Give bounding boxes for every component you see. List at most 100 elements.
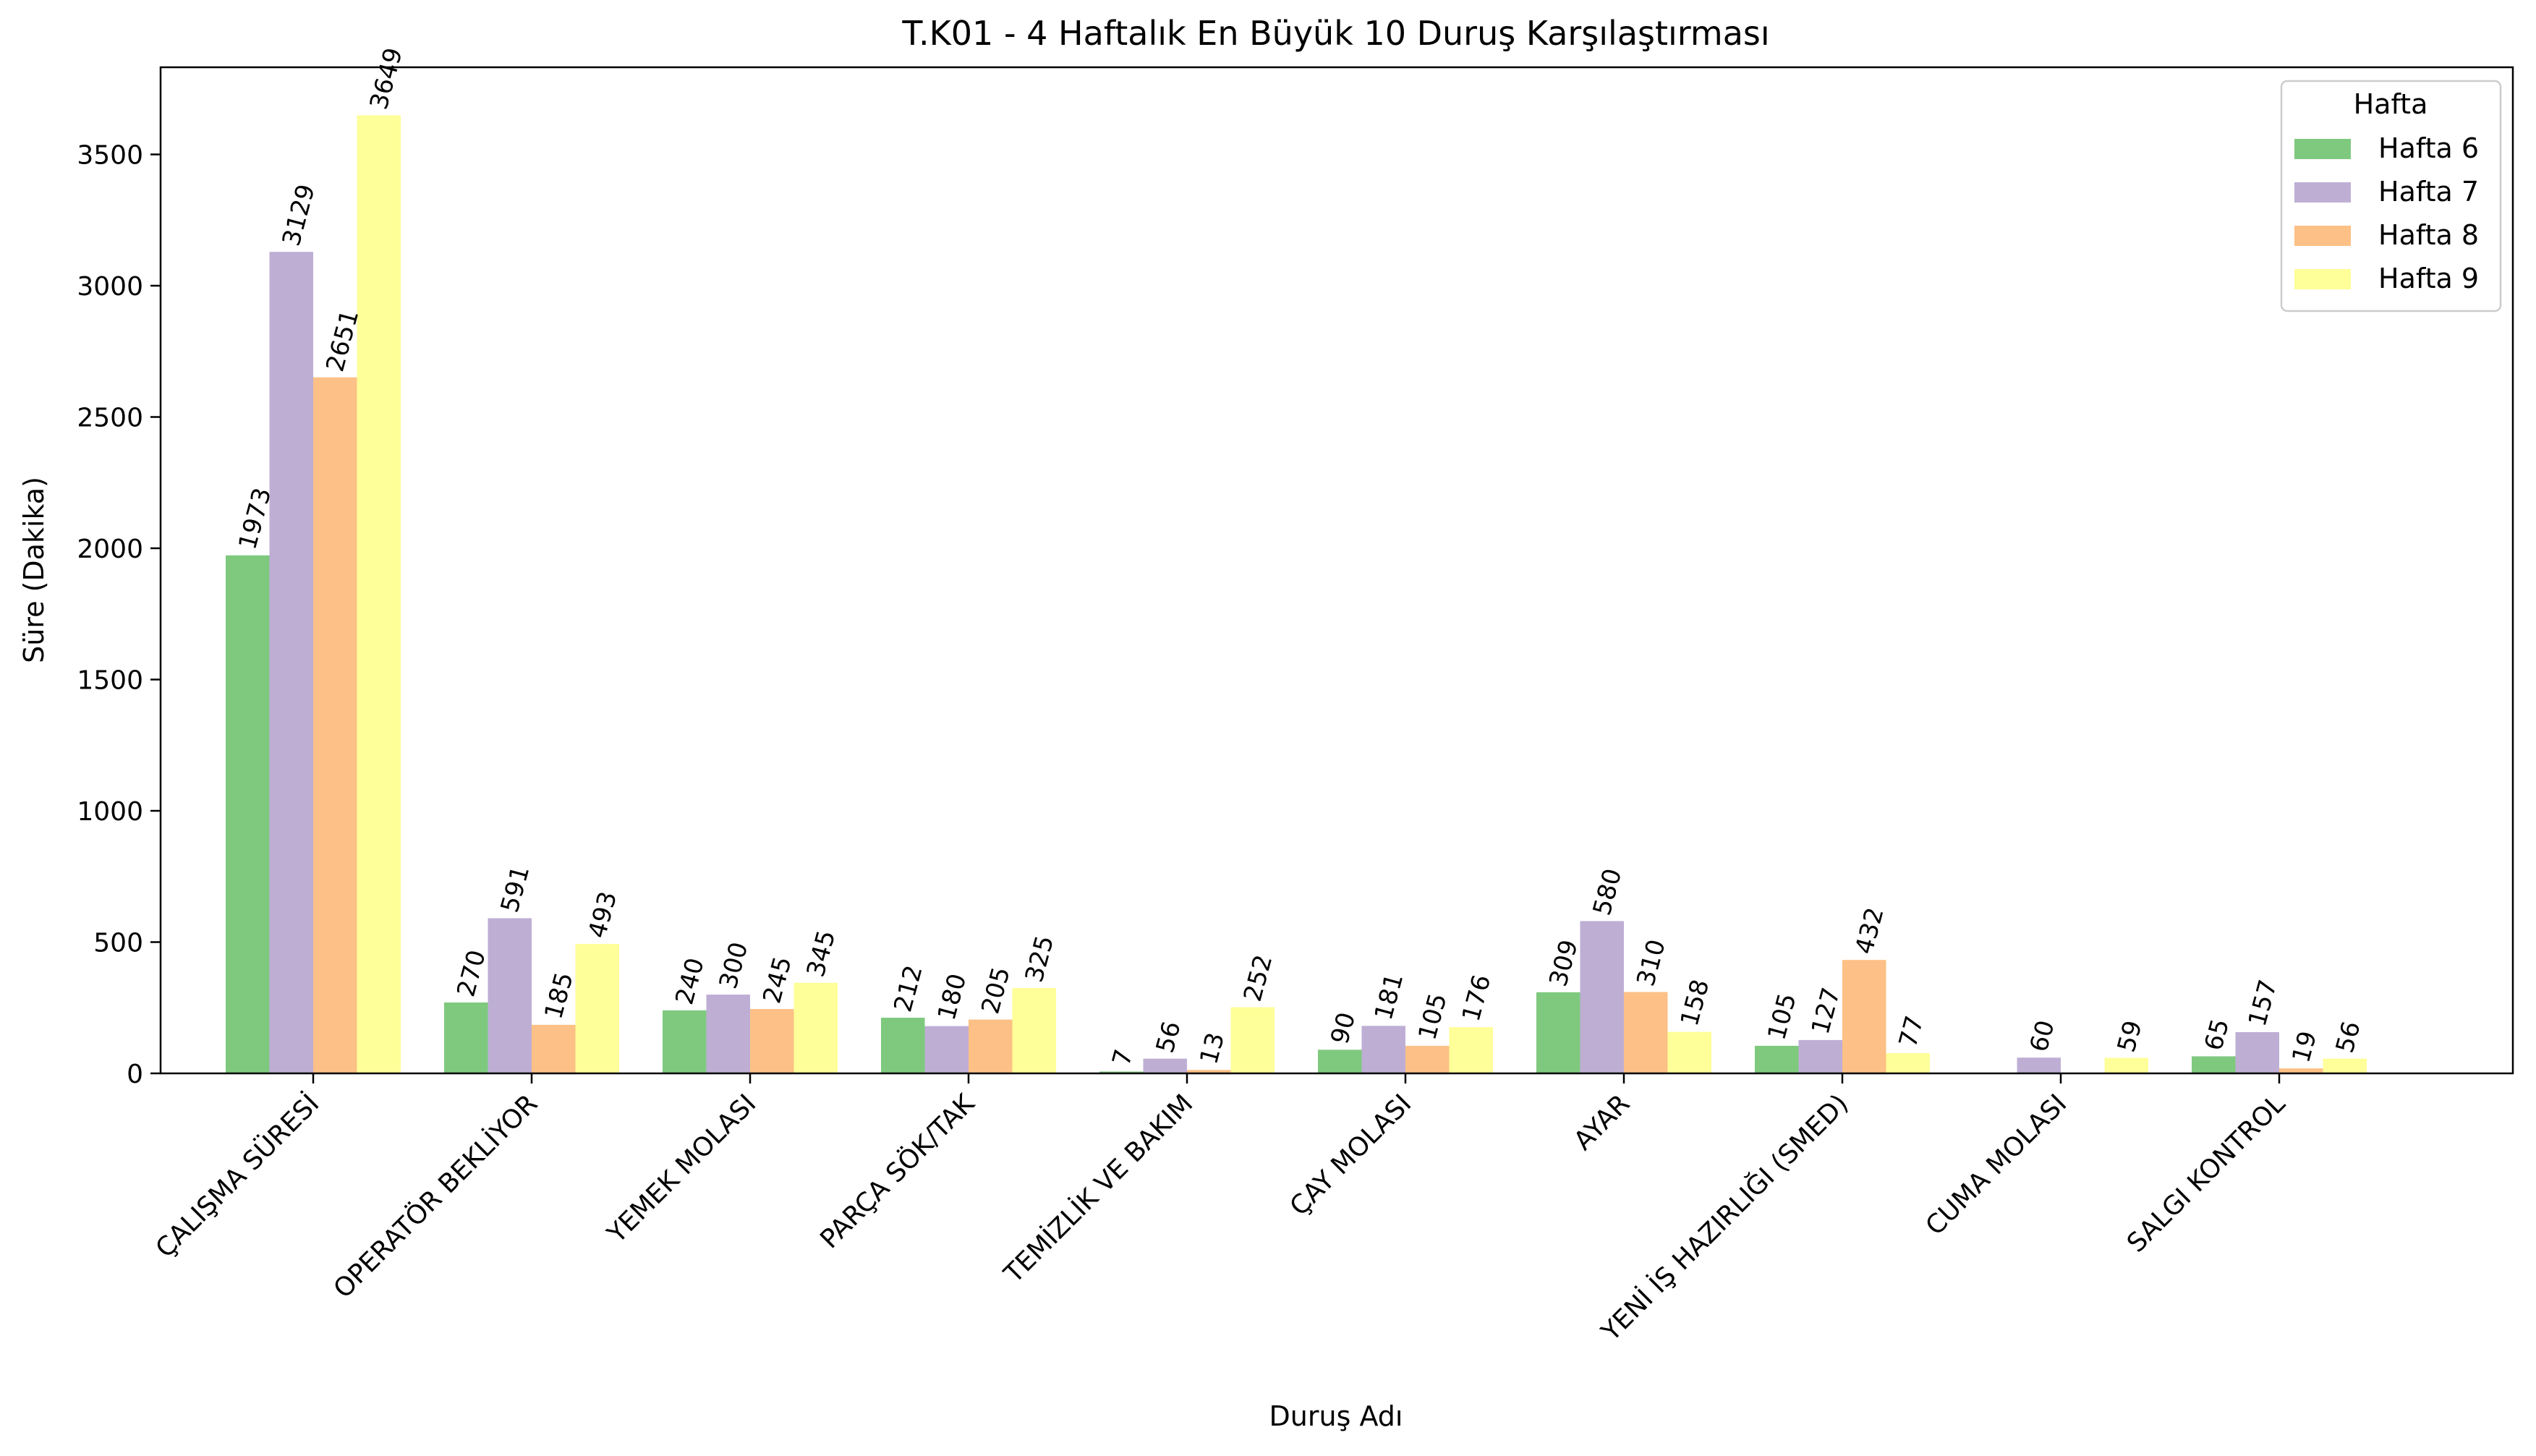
bar [2192,1056,2236,1073]
x-tick-label: OPERATÖR BEKLİYOR [328,1089,543,1304]
bar [1318,1050,1362,1073]
legend-title: Hafta [2354,88,2428,120]
y-axis: 0 500 1000 1500 2000 2500 3000 3500 [77,141,161,1089]
bar [226,555,270,1073]
y-tick-label: 3000 [77,272,143,302]
bar-value-label: 13 [1194,1029,1230,1067]
bar [1624,992,1668,1073]
bar [924,1026,969,1073]
bar-value-label: 180 [932,971,972,1023]
bar [2279,1068,2323,1073]
bar-value-label: 205 [976,964,1016,1017]
bar [1230,1007,1275,1073]
bar [1099,1071,1144,1073]
bar [881,1018,925,1073]
bar [1143,1058,1187,1073]
bar [1405,1045,1450,1073]
x-tick-label: PARÇA SÖK/TAK [814,1088,982,1255]
legend-swatch [2294,226,2351,246]
x-tick-label: CUMA MOLASI [1920,1089,2073,1241]
bar-value-label: 157 [2243,976,2283,1029]
y-tick-label: 2000 [77,535,143,564]
bar [1536,992,1580,1073]
bar-value-label: 158 [1675,976,1715,1029]
bar-value-label: 105 [1762,990,1802,1043]
bar-value-label: 240 [670,955,710,1008]
bar-value-label: 325 [1020,932,1060,985]
bar-value-label: 309 [1544,937,1583,989]
y-tick-label: 1000 [77,797,143,827]
bars-group [226,115,2367,1074]
y-tick-label: 500 [93,929,143,958]
x-tick-label: YENİ İŞ HAZIRLIĞI (SMED) [1595,1089,1854,1348]
legend-swatch [2294,182,2351,203]
bar [1580,921,1624,1073]
bar-value-label: 185 [539,969,579,1022]
bar [1755,1045,1799,1073]
chart-title: T.K01 - 4 Haftalık En Büyük 10 Duruş Kar… [901,14,1769,53]
bar [1798,1039,1842,1073]
bar-value-label: 212 [888,962,928,1015]
bar-value-label: 300 [714,939,754,992]
bar [1187,1070,1231,1073]
x-tick-label: SALGI KONTROL [2122,1089,2291,1258]
legend-entry-label: Hafta 9 [2378,263,2479,294]
bar-value-label: 127 [1806,984,1846,1037]
bar-value-label: 7 [1107,1047,1139,1069]
bar-value-label: 310 [1631,937,1671,989]
bar [2104,1057,2148,1073]
bar-value-label: 65 [2199,1016,2235,1054]
legend-entry-label: Hafta 6 [2378,132,2479,164]
bar-value-label: 345 [801,927,841,980]
legend-entry-label: Hafta 8 [2378,219,2479,251]
bar-value-label: 77 [1894,1013,1930,1050]
bar-value-label: 270 [451,947,491,1000]
bar-value-label: 591 [495,863,535,916]
x-tick-label: TEMİZLİK VE BAKIM [997,1089,1199,1290]
legend-entry-label: Hafta 7 [2378,176,2479,208]
bar [488,918,532,1073]
bar [1012,988,1056,1073]
bar [269,252,313,1074]
x-tick-label: YEMEK MOLASI [601,1089,762,1249]
bar-value-label: 56 [2331,1018,2367,1056]
bar-value-label: 3129 [277,182,321,250]
bar [313,377,357,1073]
plot-frame [159,66,2514,1075]
bar-value-label: 105 [1413,990,1452,1043]
legend-frame [2280,80,2502,312]
bar [2323,1058,2367,1073]
bar [1361,1026,1405,1073]
bar [357,115,401,1074]
x-tick-label: ÇALIŞMA SÜRESİ [150,1089,325,1264]
bar-value-label: 176 [1457,971,1497,1024]
bar [750,1009,794,1073]
bar [444,1002,488,1073]
y-tick-label: 2500 [77,404,143,433]
legend-swatch [2294,269,2351,289]
bar-value-label: 90 [1325,1010,1361,1047]
bar-value-label: 60 [2025,1017,2061,1055]
x-tick-label: ÇAY MOLASI [1285,1089,1418,1222]
bar [2235,1032,2279,1073]
y-tick-label: 0 [127,1060,143,1089]
bar [1667,1031,1711,1073]
bar [575,944,619,1073]
bar [663,1010,707,1073]
bar [1449,1027,1493,1073]
bar [1842,960,1886,1073]
y-tick-label: 1500 [77,666,143,696]
legend: Hafta Hafta 6 Hafta 7 Hafta 8 Hafta 9 [2280,80,2502,312]
bar-value-label: 56 [1151,1018,1187,1056]
bar-value-label: 252 [1238,952,1278,1005]
x-axis-label: Duruş Adı [1269,1400,1403,1432]
bar [969,1019,1013,1073]
legend-swatch [2294,139,2351,159]
bar-value-label: 59 [2112,1018,2148,1055]
bar [706,995,750,1073]
bar [793,982,838,1073]
bar [2017,1057,2061,1073]
bar-value-label: 580 [1588,866,1627,919]
y-tick-label: 3500 [77,141,143,171]
